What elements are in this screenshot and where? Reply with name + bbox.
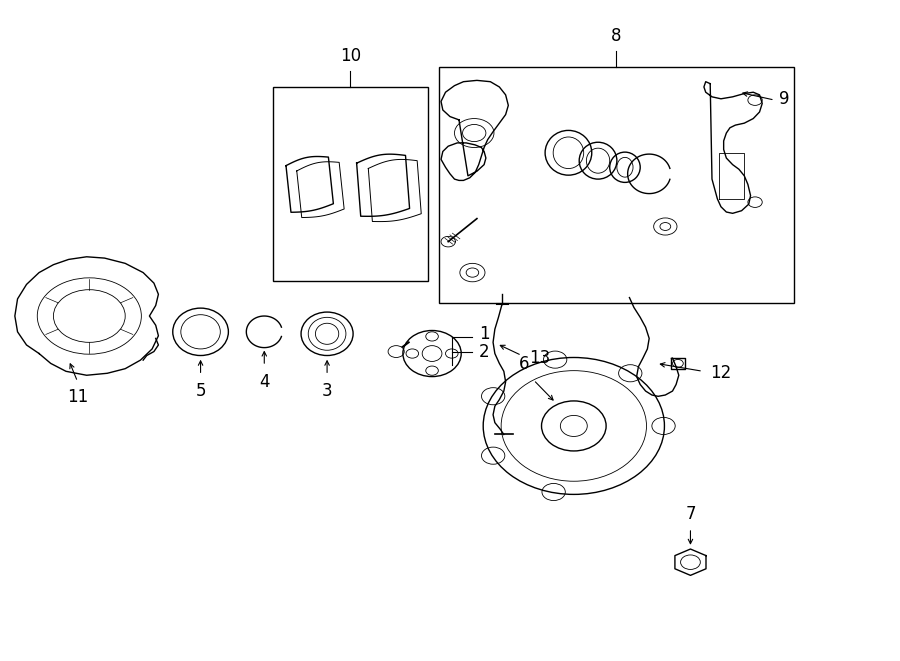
Text: 8: 8 [611, 28, 622, 46]
Text: 9: 9 [779, 90, 790, 108]
Text: 5: 5 [195, 382, 206, 400]
Circle shape [388, 346, 404, 358]
Text: 6: 6 [519, 355, 530, 373]
Text: 13: 13 [529, 349, 550, 367]
Text: 1: 1 [479, 325, 490, 343]
Text: 11: 11 [67, 388, 88, 406]
Bar [274, 87, 427, 281]
Bar [439, 67, 794, 303]
Text: 7: 7 [685, 505, 696, 523]
Text: 10: 10 [340, 47, 361, 65]
Text: 4: 4 [259, 373, 269, 391]
Text: 2: 2 [479, 342, 490, 360]
Text: 3: 3 [322, 382, 332, 400]
Text: 12: 12 [710, 364, 732, 382]
